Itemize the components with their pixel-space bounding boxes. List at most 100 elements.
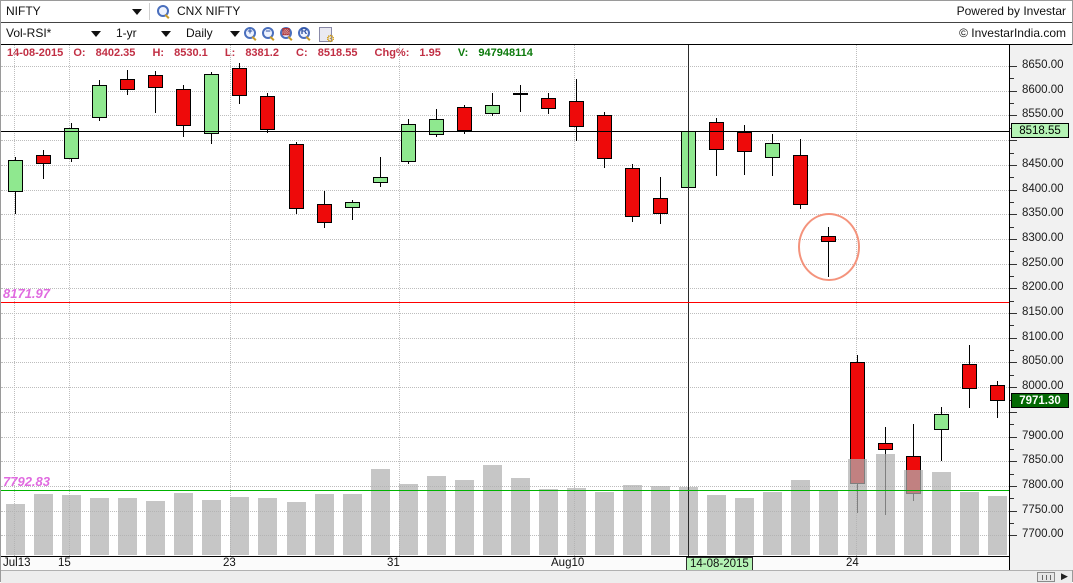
zoom-in-icon[interactable]: + xyxy=(244,26,257,41)
candle xyxy=(373,177,388,184)
horizontal-gridline xyxy=(1,535,1009,537)
volume-bar xyxy=(791,480,810,555)
axis-price-label: 7850.00 xyxy=(1022,454,1064,467)
scrollbar-thumb[interactable] xyxy=(1037,572,1055,582)
axis-tick xyxy=(1010,238,1017,240)
horizontal-gridline xyxy=(1,485,1009,487)
horizontal-gridline xyxy=(1,214,1009,216)
powered-by-label: Powered by Investar xyxy=(956,4,1066,18)
horizontal-gridline xyxy=(1,90,1009,92)
axis-date-label: 31 xyxy=(387,557,400,569)
axis-tick xyxy=(1010,436,1017,438)
volume-bar xyxy=(230,497,249,555)
axis-tick xyxy=(1010,78,1014,80)
axis-price-label: 8600.00 xyxy=(1022,83,1064,96)
candle xyxy=(204,73,219,134)
indicator-select[interactable]: Vol-RSI* xyxy=(6,26,52,40)
selected-date-crosshair xyxy=(688,45,689,556)
axis-date-label: 14-08-2015 xyxy=(686,557,753,571)
vertical-gridline xyxy=(230,45,231,556)
price-level-line-8518.55 xyxy=(1,131,1009,132)
candlestick-chart-canvas[interactable]: 14-08-2015 O: 8402.35 H: 8530.1 L: 8381.… xyxy=(1,45,1009,556)
horizontal-gridline xyxy=(1,510,1009,512)
axis-tick xyxy=(1010,461,1017,463)
range-select[interactable]: 1-yr xyxy=(116,26,137,40)
volume-bar xyxy=(988,496,1007,555)
axis-tick xyxy=(1010,325,1014,327)
symbol-search-icon[interactable] xyxy=(157,5,170,19)
info-high: H: 8530.1 xyxy=(152,47,208,59)
axis-tick xyxy=(1010,152,1014,154)
axis-tick xyxy=(1010,140,1017,142)
info-low: L: 8381.2 xyxy=(224,47,279,59)
axis-tick xyxy=(1010,288,1017,290)
info-close: C: 8518.55 xyxy=(296,47,358,59)
volume-bar xyxy=(146,501,165,555)
vertical-gridline xyxy=(69,45,70,556)
volume-bar xyxy=(904,470,923,555)
candle xyxy=(148,74,163,89)
candle xyxy=(260,96,275,130)
horizontal-gridline xyxy=(1,288,1009,290)
axis-tick xyxy=(1010,300,1014,302)
volume-bar xyxy=(315,494,334,555)
ohlc-info-line: 14-08-2015 O: 8402.35 H: 8530.1 L: 8381.… xyxy=(7,47,547,59)
candle xyxy=(934,414,949,431)
axis-price-label: 7750.00 xyxy=(1022,503,1064,516)
candle xyxy=(120,78,135,91)
candle xyxy=(541,98,556,109)
chart-toolbar: Vol-RSI* 1-yr Daily + − ▧ R ⚙ © Investar… xyxy=(1,23,1072,45)
axis-tick xyxy=(1010,337,1017,339)
interval-select[interactable]: Daily xyxy=(186,26,213,40)
candle xyxy=(653,198,668,215)
horizontal-gridline xyxy=(1,436,1009,438)
horizontal-gridline xyxy=(1,140,1009,142)
axis-date-label: 15 xyxy=(58,557,71,569)
axis-tick xyxy=(1010,510,1017,512)
volume-bar xyxy=(932,472,951,555)
axis-price-label: 7900.00 xyxy=(1022,429,1064,442)
candle xyxy=(429,118,444,136)
axis-tick xyxy=(1010,424,1014,426)
candle xyxy=(401,123,416,162)
axis-tick xyxy=(1010,164,1017,166)
price-axis[interactable]: 8650.00 8600.00 8550.00 8450.00 8400.00 8350.… xyxy=(1009,45,1073,570)
symbol-select[interactable]: NIFTY xyxy=(6,4,41,18)
range-dropdown-arrow[interactable] xyxy=(161,31,171,37)
axis-price-label: 8000.00 xyxy=(1022,380,1064,393)
axis-tick xyxy=(1010,448,1014,450)
volume-bar xyxy=(287,502,306,555)
info-change-pct: Chg%: 1.95 xyxy=(374,47,441,59)
volume-bar xyxy=(62,495,81,555)
candle-wick xyxy=(380,157,381,188)
zoom-reset-icon[interactable]: R xyxy=(298,26,311,41)
zoom-out-icon[interactable]: − xyxy=(262,26,275,41)
interval-dropdown-arrow[interactable] xyxy=(230,31,240,37)
axis-tick xyxy=(1010,498,1014,500)
horizontal-scrollbar[interactable]: ▶ xyxy=(1,570,1072,583)
axis-tick xyxy=(1010,90,1017,92)
horizontal-gridline xyxy=(1,66,1009,68)
volume-bar xyxy=(90,498,109,555)
indicator-dropdown-arrow[interactable] xyxy=(91,31,101,37)
horizontal-gridline xyxy=(1,189,1009,191)
candle xyxy=(765,143,780,159)
candle xyxy=(485,105,500,115)
axis-price-label: 8250.00 xyxy=(1022,256,1064,269)
vertical-gridline xyxy=(856,45,857,556)
axis-price-label: 8050.00 xyxy=(1022,355,1064,368)
zoom-window-icon[interactable]: ▧ xyxy=(280,26,293,41)
info-date: 14-08-2015 xyxy=(7,47,64,59)
candle xyxy=(232,68,247,97)
vertical-gridline xyxy=(574,45,575,556)
scrollbar-right-arrow[interactable]: ▶ xyxy=(1061,571,1068,581)
chart-settings-icon[interactable]: ⚙ xyxy=(319,27,335,45)
volume-bar xyxy=(202,500,221,555)
volume-bar xyxy=(567,488,586,555)
symbol-dropdown-arrow[interactable] xyxy=(132,9,142,15)
axis-tick xyxy=(1010,350,1014,352)
axis-price-label: 8100.00 xyxy=(1022,330,1064,343)
candle xyxy=(569,101,584,128)
volume-bar xyxy=(343,494,362,555)
axis-price-label: 8350.00 xyxy=(1022,207,1064,220)
